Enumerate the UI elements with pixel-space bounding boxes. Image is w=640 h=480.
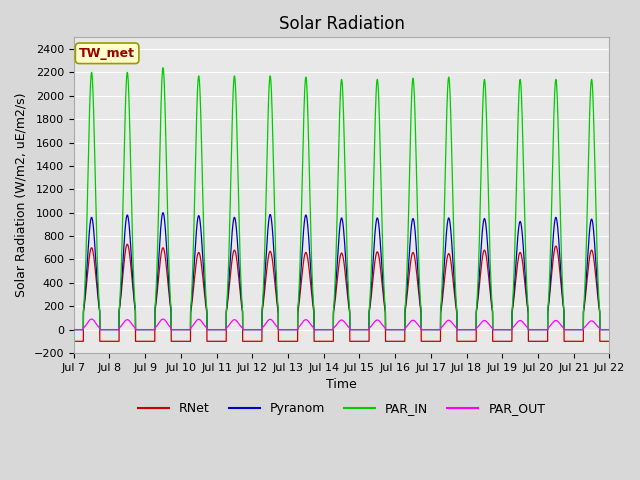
- Y-axis label: Solar Radiation (W/m2, uE/m2/s): Solar Radiation (W/m2, uE/m2/s): [15, 93, 28, 298]
- Legend: RNet, Pyranom, PAR_IN, PAR_OUT: RNet, Pyranom, PAR_IN, PAR_OUT: [132, 397, 550, 420]
- X-axis label: Time: Time: [326, 378, 357, 391]
- Title: Solar Radiation: Solar Radiation: [278, 15, 404, 33]
- Text: TW_met: TW_met: [79, 47, 135, 60]
